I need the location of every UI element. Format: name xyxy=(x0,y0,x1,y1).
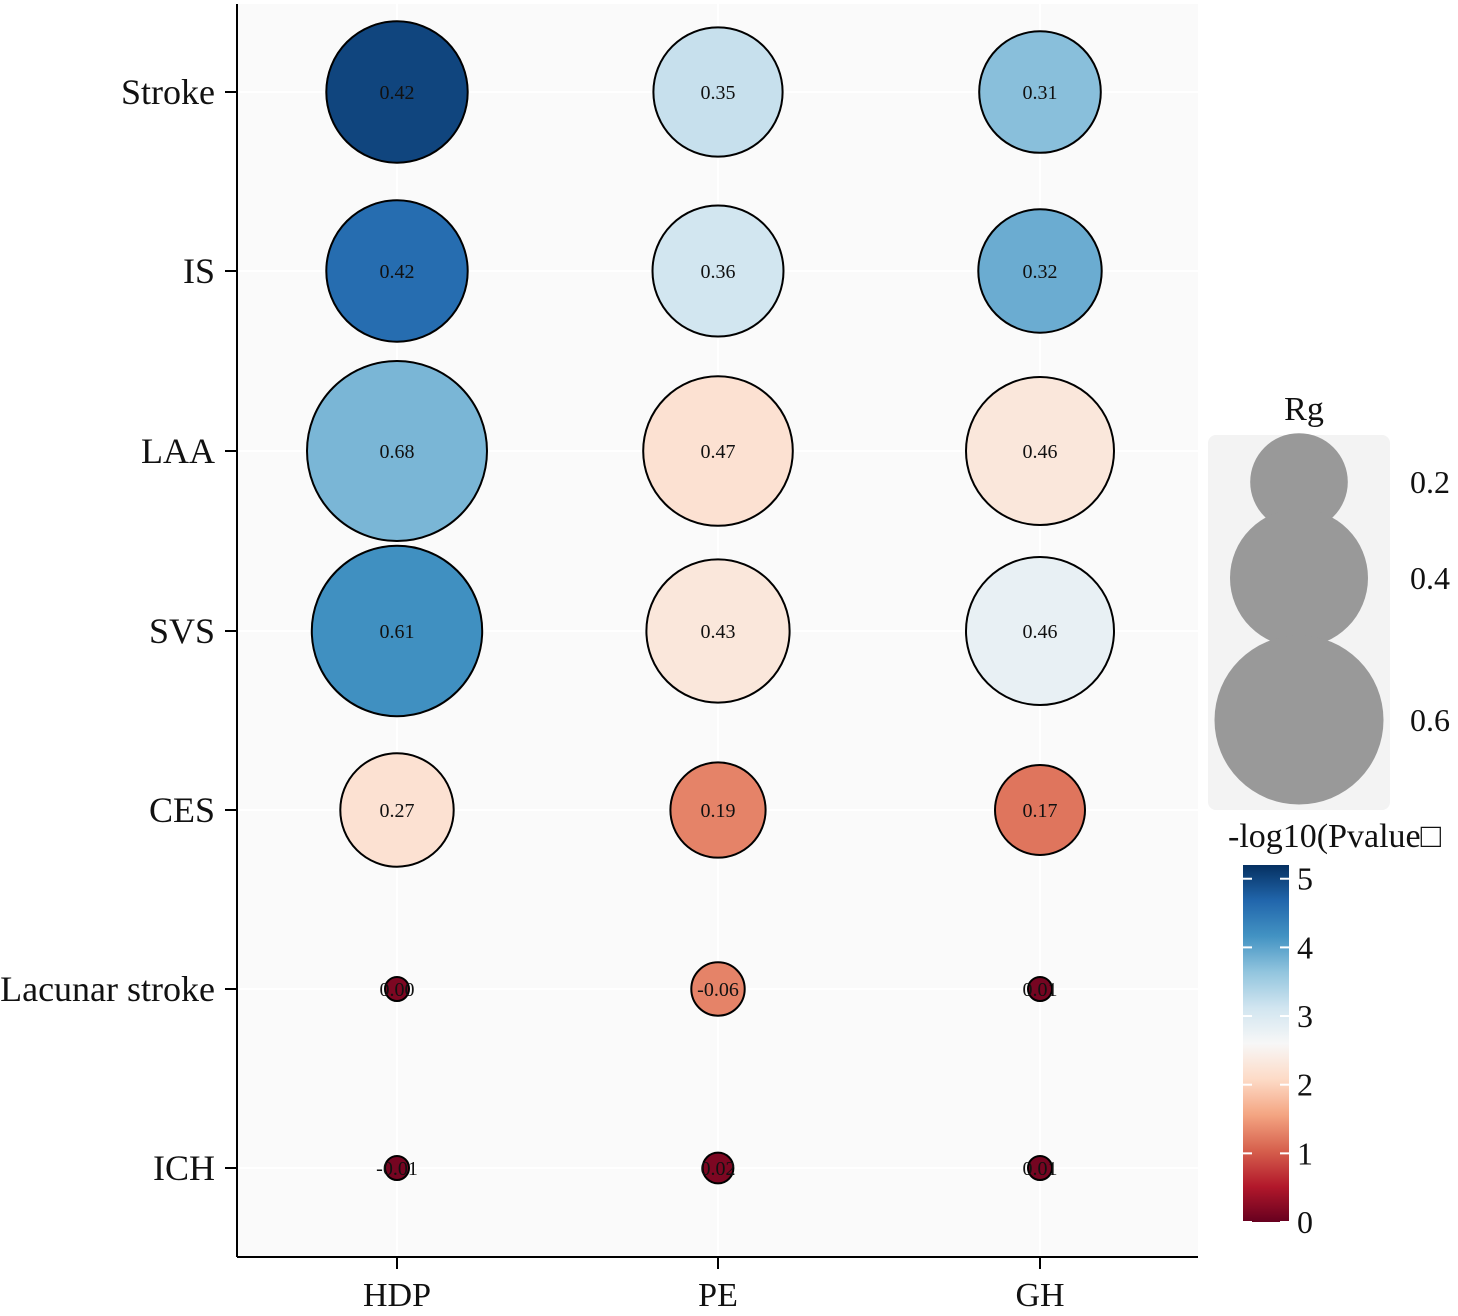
size-key-label: 0.6 xyxy=(1410,702,1450,738)
size-key-circle xyxy=(1250,433,1348,531)
bubble-value-label: 0.35 xyxy=(701,82,736,104)
colorbar-tick-label: 2 xyxy=(1297,1067,1313,1103)
colorbar-tick-label: 1 xyxy=(1297,1135,1313,1171)
bubble xyxy=(325,20,469,164)
bubble xyxy=(965,376,1115,526)
x-tick-label: GH xyxy=(1015,1277,1064,1311)
y-tick-label: LAA xyxy=(141,431,215,471)
bubble-value-label: 0.01 xyxy=(1023,1158,1058,1180)
y-tick-label: IS xyxy=(183,251,215,291)
bubble xyxy=(651,204,785,338)
bubble-value-label: 0.46 xyxy=(1023,621,1058,643)
bubble-value-label: 0.19 xyxy=(701,800,736,822)
bubble-value-label: 0.46 xyxy=(1023,441,1058,463)
bubble-value-label: 0.32 xyxy=(1023,261,1058,283)
size-key-circle xyxy=(1214,635,1384,805)
bubble xyxy=(965,556,1115,706)
bubble xyxy=(645,558,791,704)
size-key-circle xyxy=(1230,509,1368,647)
bubble xyxy=(384,976,410,1002)
colorbar-tick-label: 4 xyxy=(1297,929,1313,965)
bubble xyxy=(977,208,1103,334)
colorbar-title: -log10(Pvalue□ xyxy=(1228,818,1442,855)
bubble-value-label: 0.00 xyxy=(380,979,415,1001)
colorbar-tick-label: 5 xyxy=(1297,861,1313,897)
bubble xyxy=(690,961,746,1017)
bubble xyxy=(384,1155,410,1181)
y-tick-label: Lacunar stroke xyxy=(0,969,215,1009)
bubble xyxy=(652,26,784,158)
bubble-value-label: -0.06 xyxy=(697,979,739,1001)
bubble-value-label: 0.02 xyxy=(701,1158,736,1180)
bubble xyxy=(669,761,767,859)
bubble xyxy=(978,30,1102,154)
colorbar-tick-label: 0 xyxy=(1297,1204,1313,1240)
bubble-value-label: 0.68 xyxy=(380,441,415,463)
bubble-value-label: 0.43 xyxy=(701,621,736,643)
x-tick-label: HDP xyxy=(363,1277,431,1311)
y-tick-label: SVS xyxy=(149,611,215,651)
bubble xyxy=(642,375,794,527)
bubble xyxy=(994,764,1086,856)
bubble xyxy=(310,544,484,718)
colorbar xyxy=(1243,865,1289,1222)
size-legend-title: Rg xyxy=(1284,391,1324,428)
bubble xyxy=(701,1151,735,1185)
bubble-value-label: 0.01 xyxy=(1023,979,1058,1001)
size-key-label: 0.4 xyxy=(1410,560,1450,596)
x-tick-label: PE xyxy=(698,1277,738,1311)
bubble-value-label: 0.36 xyxy=(701,261,736,283)
bubble-value-label: 0.42 xyxy=(380,261,415,283)
bubble xyxy=(325,199,469,343)
bubble-value-label: 0.47 xyxy=(701,441,736,463)
bubble-value-label: 0.27 xyxy=(380,800,415,822)
bubble-value-label: -0.01 xyxy=(376,1158,418,1180)
y-tick-label: Stroke xyxy=(121,72,215,112)
bubble-value-label: 0.61 xyxy=(380,621,415,643)
bubble xyxy=(306,360,488,542)
bubble xyxy=(1027,976,1053,1002)
bubble xyxy=(339,752,455,868)
bubble-value-label: 0.31 xyxy=(1023,82,1058,104)
colorbar-tick-label: 3 xyxy=(1297,998,1313,1034)
bubble-value-label: 0.42 xyxy=(380,82,415,104)
y-tick-label: CES xyxy=(149,790,215,830)
bubble-value-label: 0.17 xyxy=(1023,800,1058,822)
y-tick-label: ICH xyxy=(153,1148,215,1188)
bubble xyxy=(1027,1155,1053,1181)
size-key-label: 0.2 xyxy=(1410,464,1450,500)
